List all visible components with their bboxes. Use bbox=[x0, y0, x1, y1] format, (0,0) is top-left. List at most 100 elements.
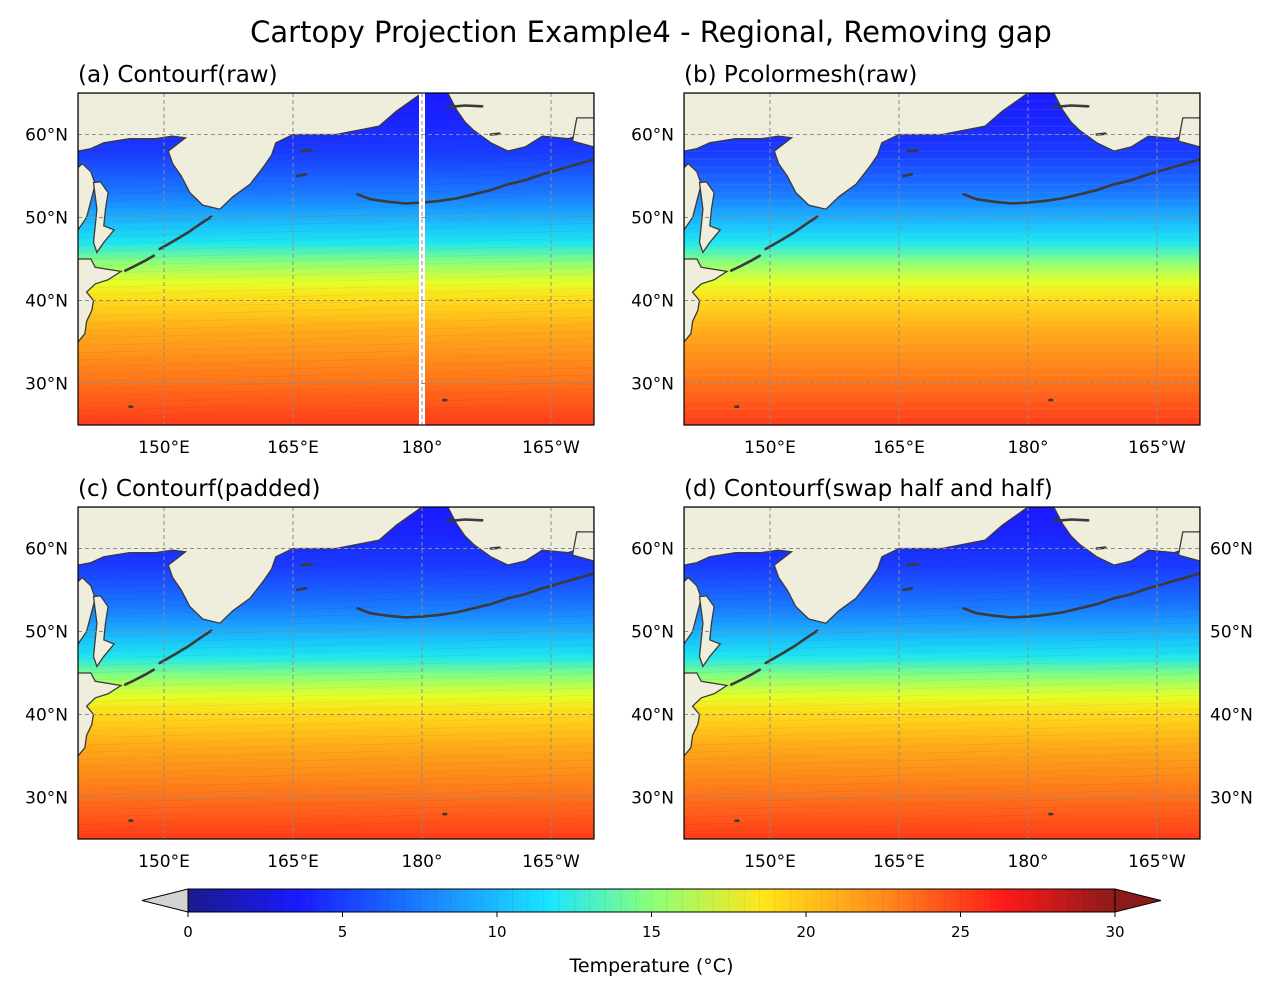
y-tick-label: 50°N bbox=[25, 209, 68, 229]
y-tick-label-right: 50°N bbox=[1210, 623, 1253, 643]
land-area bbox=[684, 162, 702, 232]
map-frame bbox=[683, 506, 1201, 840]
x-tick-label: 180° bbox=[1008, 852, 1049, 872]
map-panel: (b) Pcolormesh(raw) 150°E 165°E 180° 165°W 30… bbox=[631, 62, 1201, 458]
island-chain bbox=[356, 158, 594, 205]
island-chain bbox=[729, 254, 762, 272]
colorbar-tick-label: 30 bbox=[1105, 923, 1124, 941]
x-tick-label: 165°E bbox=[267, 438, 319, 458]
land-area bbox=[684, 576, 702, 646]
y-tick-label: 30°N bbox=[631, 789, 674, 809]
x-tick-label: 150°E bbox=[744, 852, 796, 872]
land-area bbox=[92, 595, 116, 668]
land-area bbox=[92, 181, 116, 254]
land-area bbox=[78, 162, 96, 232]
island-chain bbox=[729, 668, 762, 686]
x-tick-label: 165°W bbox=[1128, 852, 1186, 872]
island-chain bbox=[124, 254, 155, 272]
figure-title: Cartopy Projection Example4 - Regional, … bbox=[250, 15, 1052, 49]
island-chain bbox=[124, 668, 155, 686]
y-tick-label: 40°N bbox=[631, 292, 674, 312]
x-tick-label: 165°W bbox=[522, 438, 580, 458]
x-tick-label: 165°E bbox=[873, 438, 925, 458]
colorbar-label: Temperature (°C) bbox=[569, 955, 734, 977]
island-chain bbox=[446, 518, 484, 523]
island-chain bbox=[295, 586, 308, 592]
x-tick-label: 180° bbox=[402, 438, 443, 458]
island-chain bbox=[446, 104, 484, 109]
colorbar-tick-label: 0 bbox=[183, 923, 193, 941]
y-tick-label: 30°N bbox=[25, 789, 68, 809]
y-tick-label: 30°N bbox=[25, 375, 68, 395]
land-area bbox=[698, 595, 722, 668]
x-tick-label: 150°E bbox=[138, 438, 190, 458]
y-tick-label-right: 40°N bbox=[1210, 706, 1253, 726]
x-tick-label: 165°E bbox=[873, 852, 925, 872]
colorbar-tick-label: 15 bbox=[642, 923, 661, 941]
island-chain bbox=[295, 173, 308, 178]
x-tick-label: 165°E bbox=[267, 852, 319, 872]
x-tick-label: 180° bbox=[1008, 438, 1049, 458]
x-tick-label: 150°E bbox=[744, 438, 796, 458]
island-chain bbox=[158, 215, 213, 251]
island-chain bbox=[962, 572, 1200, 619]
land-area bbox=[1053, 507, 1200, 566]
island-chain bbox=[764, 215, 819, 251]
map-frame bbox=[77, 92, 595, 426]
island-chain bbox=[962, 158, 1200, 205]
island-chain bbox=[1052, 104, 1090, 109]
y-tick-label-right: 30°N bbox=[1210, 789, 1253, 809]
island-chain bbox=[356, 572, 594, 619]
x-tick-label: 165°W bbox=[522, 852, 580, 872]
panel-title: (a) Contourf(raw) bbox=[78, 62, 278, 88]
land-area bbox=[571, 117, 594, 148]
island-chain bbox=[906, 562, 920, 567]
dateline-gap bbox=[419, 93, 425, 425]
x-tick-label: 165°W bbox=[1128, 438, 1186, 458]
land-area bbox=[78, 576, 96, 646]
y-tick-label-right: 60°N bbox=[1210, 540, 1253, 560]
land-area bbox=[78, 258, 123, 344]
panel-title: (c) Contourf(padded) bbox=[78, 476, 320, 502]
y-tick-label: 30°N bbox=[631, 375, 674, 395]
land-area bbox=[571, 531, 594, 562]
x-tick-label: 150°E bbox=[138, 852, 190, 872]
y-tick-label: 60°N bbox=[631, 126, 674, 146]
y-tick-label: 40°N bbox=[631, 706, 674, 726]
land-area bbox=[447, 507, 594, 566]
colorbar-tick-label: 20 bbox=[796, 923, 815, 941]
map-panel: (c) Contourf(padded) 150°E 165°E 180° 165°W 3… bbox=[25, 476, 595, 872]
land-area bbox=[1177, 531, 1200, 562]
y-tick-label: 60°N bbox=[25, 540, 68, 560]
island-chain bbox=[300, 562, 314, 567]
y-tick-label: 40°N bbox=[25, 706, 68, 726]
colorbar-tick-label: 5 bbox=[338, 923, 348, 941]
island-chain bbox=[764, 629, 819, 665]
panel-title: (b) Pcolormesh(raw) bbox=[684, 62, 917, 88]
y-tick-label: 50°N bbox=[631, 209, 674, 229]
y-tick-label: 60°N bbox=[631, 540, 674, 560]
colorbar: 0 5 10 15 20 25 30 Temperature (°C) bbox=[141, 888, 1162, 977]
colorbar-extend-over bbox=[1114, 888, 1162, 913]
land-area bbox=[684, 672, 729, 758]
colorbar-tick-label: 10 bbox=[487, 923, 506, 941]
land-area bbox=[684, 258, 729, 344]
land-area bbox=[447, 93, 594, 152]
panel-title: (d) Contourf(swap half and half) bbox=[684, 476, 1053, 502]
island-chain bbox=[906, 149, 920, 153]
land-area bbox=[1053, 93, 1200, 152]
island-chain bbox=[901, 586, 914, 592]
land-area bbox=[698, 181, 722, 254]
map-panel: (a) Contourf(raw) 150°E 165°E 180° 165°W 30°N… bbox=[25, 62, 595, 458]
island-chain bbox=[158, 629, 213, 665]
y-tick-label: 50°N bbox=[631, 623, 674, 643]
y-tick-label: 50°N bbox=[25, 623, 68, 643]
colorbar-tick-label: 25 bbox=[951, 923, 970, 941]
map-frame bbox=[77, 506, 595, 840]
map-frame bbox=[683, 92, 1201, 426]
island-chain bbox=[1052, 518, 1090, 523]
island-chain bbox=[901, 173, 914, 178]
x-tick-label: 180° bbox=[402, 852, 443, 872]
colorbar-extend-under bbox=[141, 888, 189, 913]
